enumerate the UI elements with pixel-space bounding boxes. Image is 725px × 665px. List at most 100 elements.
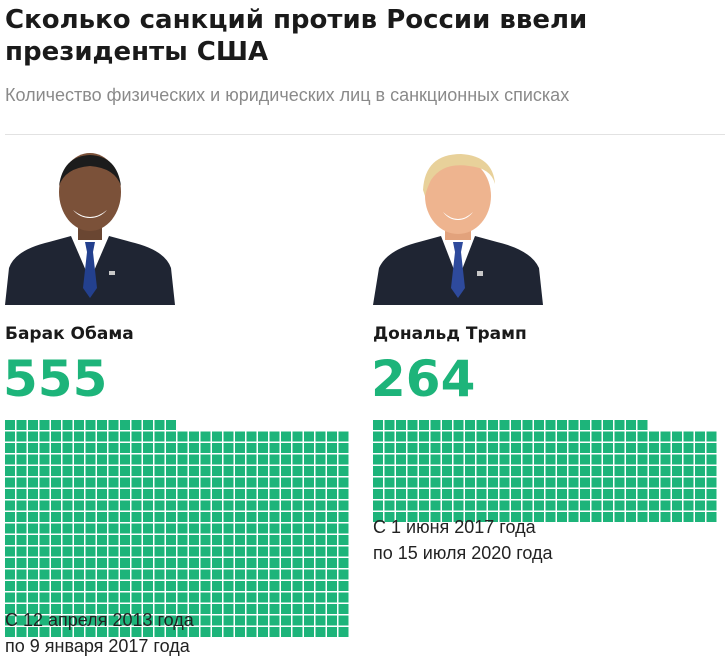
waffle-square (545, 431, 556, 442)
waffle-square (476, 466, 487, 476)
waffle-square (51, 500, 61, 511)
waffle-square (315, 581, 326, 591)
waffle-square (235, 477, 245, 488)
waffle-square (131, 569, 142, 580)
waffle-square (384, 443, 395, 453)
waffle-square (131, 581, 142, 591)
waffle-square (85, 558, 96, 568)
waffle-square (626, 454, 636, 465)
waffle-square (51, 581, 61, 591)
waffle-square (373, 420, 383, 430)
waffle-square (338, 615, 349, 626)
waffle-square (200, 535, 211, 545)
waffle-square (315, 523, 326, 534)
waffle-square (62, 420, 73, 430)
waffle-square (442, 454, 452, 465)
waffle-square (39, 466, 50, 476)
waffle-square (419, 477, 429, 488)
waffle-square (499, 443, 510, 453)
waffle-square (212, 627, 222, 637)
obama-portrait (5, 153, 175, 305)
waffle-square (166, 489, 176, 499)
waffle-square (327, 512, 337, 522)
waffle-square (258, 523, 268, 534)
waffle-square (315, 500, 326, 511)
waffle-square (315, 466, 326, 476)
waffle-square (465, 489, 475, 499)
waffle-square (453, 489, 464, 499)
waffle-square (200, 592, 211, 603)
waffle-square (292, 627, 303, 637)
waffle-square (62, 489, 73, 499)
waffle-square (453, 443, 464, 453)
waffle-square (626, 512, 636, 522)
waffle-square (51, 546, 61, 557)
waffle-square (131, 592, 142, 603)
waffle-square (5, 615, 15, 626)
waffle-square (591, 477, 602, 488)
waffle-square (154, 489, 165, 499)
waffle-square (108, 454, 119, 465)
waffle-square (154, 420, 165, 430)
waffle-square (223, 489, 234, 499)
waffle-square (189, 512, 199, 522)
waffle-square (177, 431, 188, 442)
waffle-square (189, 466, 199, 476)
waffle-square (97, 477, 107, 488)
waffle-square (453, 500, 464, 511)
waffle-square (5, 523, 15, 534)
waffle-square (269, 569, 280, 580)
waffle-square (108, 489, 119, 499)
waffle-square (327, 431, 337, 442)
waffle-square (522, 420, 533, 430)
waffle-square (580, 500, 590, 511)
waffle-square (189, 454, 199, 465)
waffle-square (108, 569, 119, 580)
waffle-square (62, 592, 73, 603)
waffle-square (453, 512, 464, 522)
waffle-square (499, 420, 510, 430)
waffle-square (5, 604, 15, 614)
waffle-square (200, 546, 211, 557)
waffle-square (62, 443, 73, 453)
waffle-square (545, 489, 556, 499)
waffle-square (683, 512, 694, 522)
waffle-square (499, 489, 510, 499)
waffle-square (407, 477, 418, 488)
waffle-square (534, 500, 544, 511)
waffle-square (16, 454, 27, 465)
waffle-square (189, 627, 199, 637)
waffle-square (51, 523, 61, 534)
waffle-square (39, 431, 50, 442)
waffle-square (315, 489, 326, 499)
waffle-square (534, 466, 544, 476)
waffle-square (223, 581, 234, 591)
waffle-square (16, 535, 27, 545)
waffle-square (235, 535, 245, 545)
waffle-square (5, 569, 15, 580)
waffle-square (269, 477, 280, 488)
waffle-square (269, 546, 280, 557)
waffle-square (649, 466, 659, 476)
waffle-square (281, 466, 291, 476)
waffle-square (235, 615, 245, 626)
waffle-square (39, 546, 50, 557)
waffle-square (62, 477, 73, 488)
waffle-square (603, 454, 613, 465)
waffle-square (568, 443, 579, 453)
waffle-square (327, 604, 337, 614)
waffle-square (292, 512, 303, 522)
waffle-square (338, 604, 349, 614)
waffle-square (51, 558, 61, 568)
waffle-square (28, 443, 38, 453)
waffle-square (74, 512, 84, 522)
waffle-square (269, 615, 280, 626)
waffle-square (108, 615, 119, 626)
waffle-square (120, 569, 130, 580)
waffle-square (591, 466, 602, 476)
waffle-square (5, 420, 15, 430)
waffle-square (51, 489, 61, 499)
waffle-square (407, 443, 418, 453)
waffle-square (154, 477, 165, 488)
waffle-square (545, 477, 556, 488)
